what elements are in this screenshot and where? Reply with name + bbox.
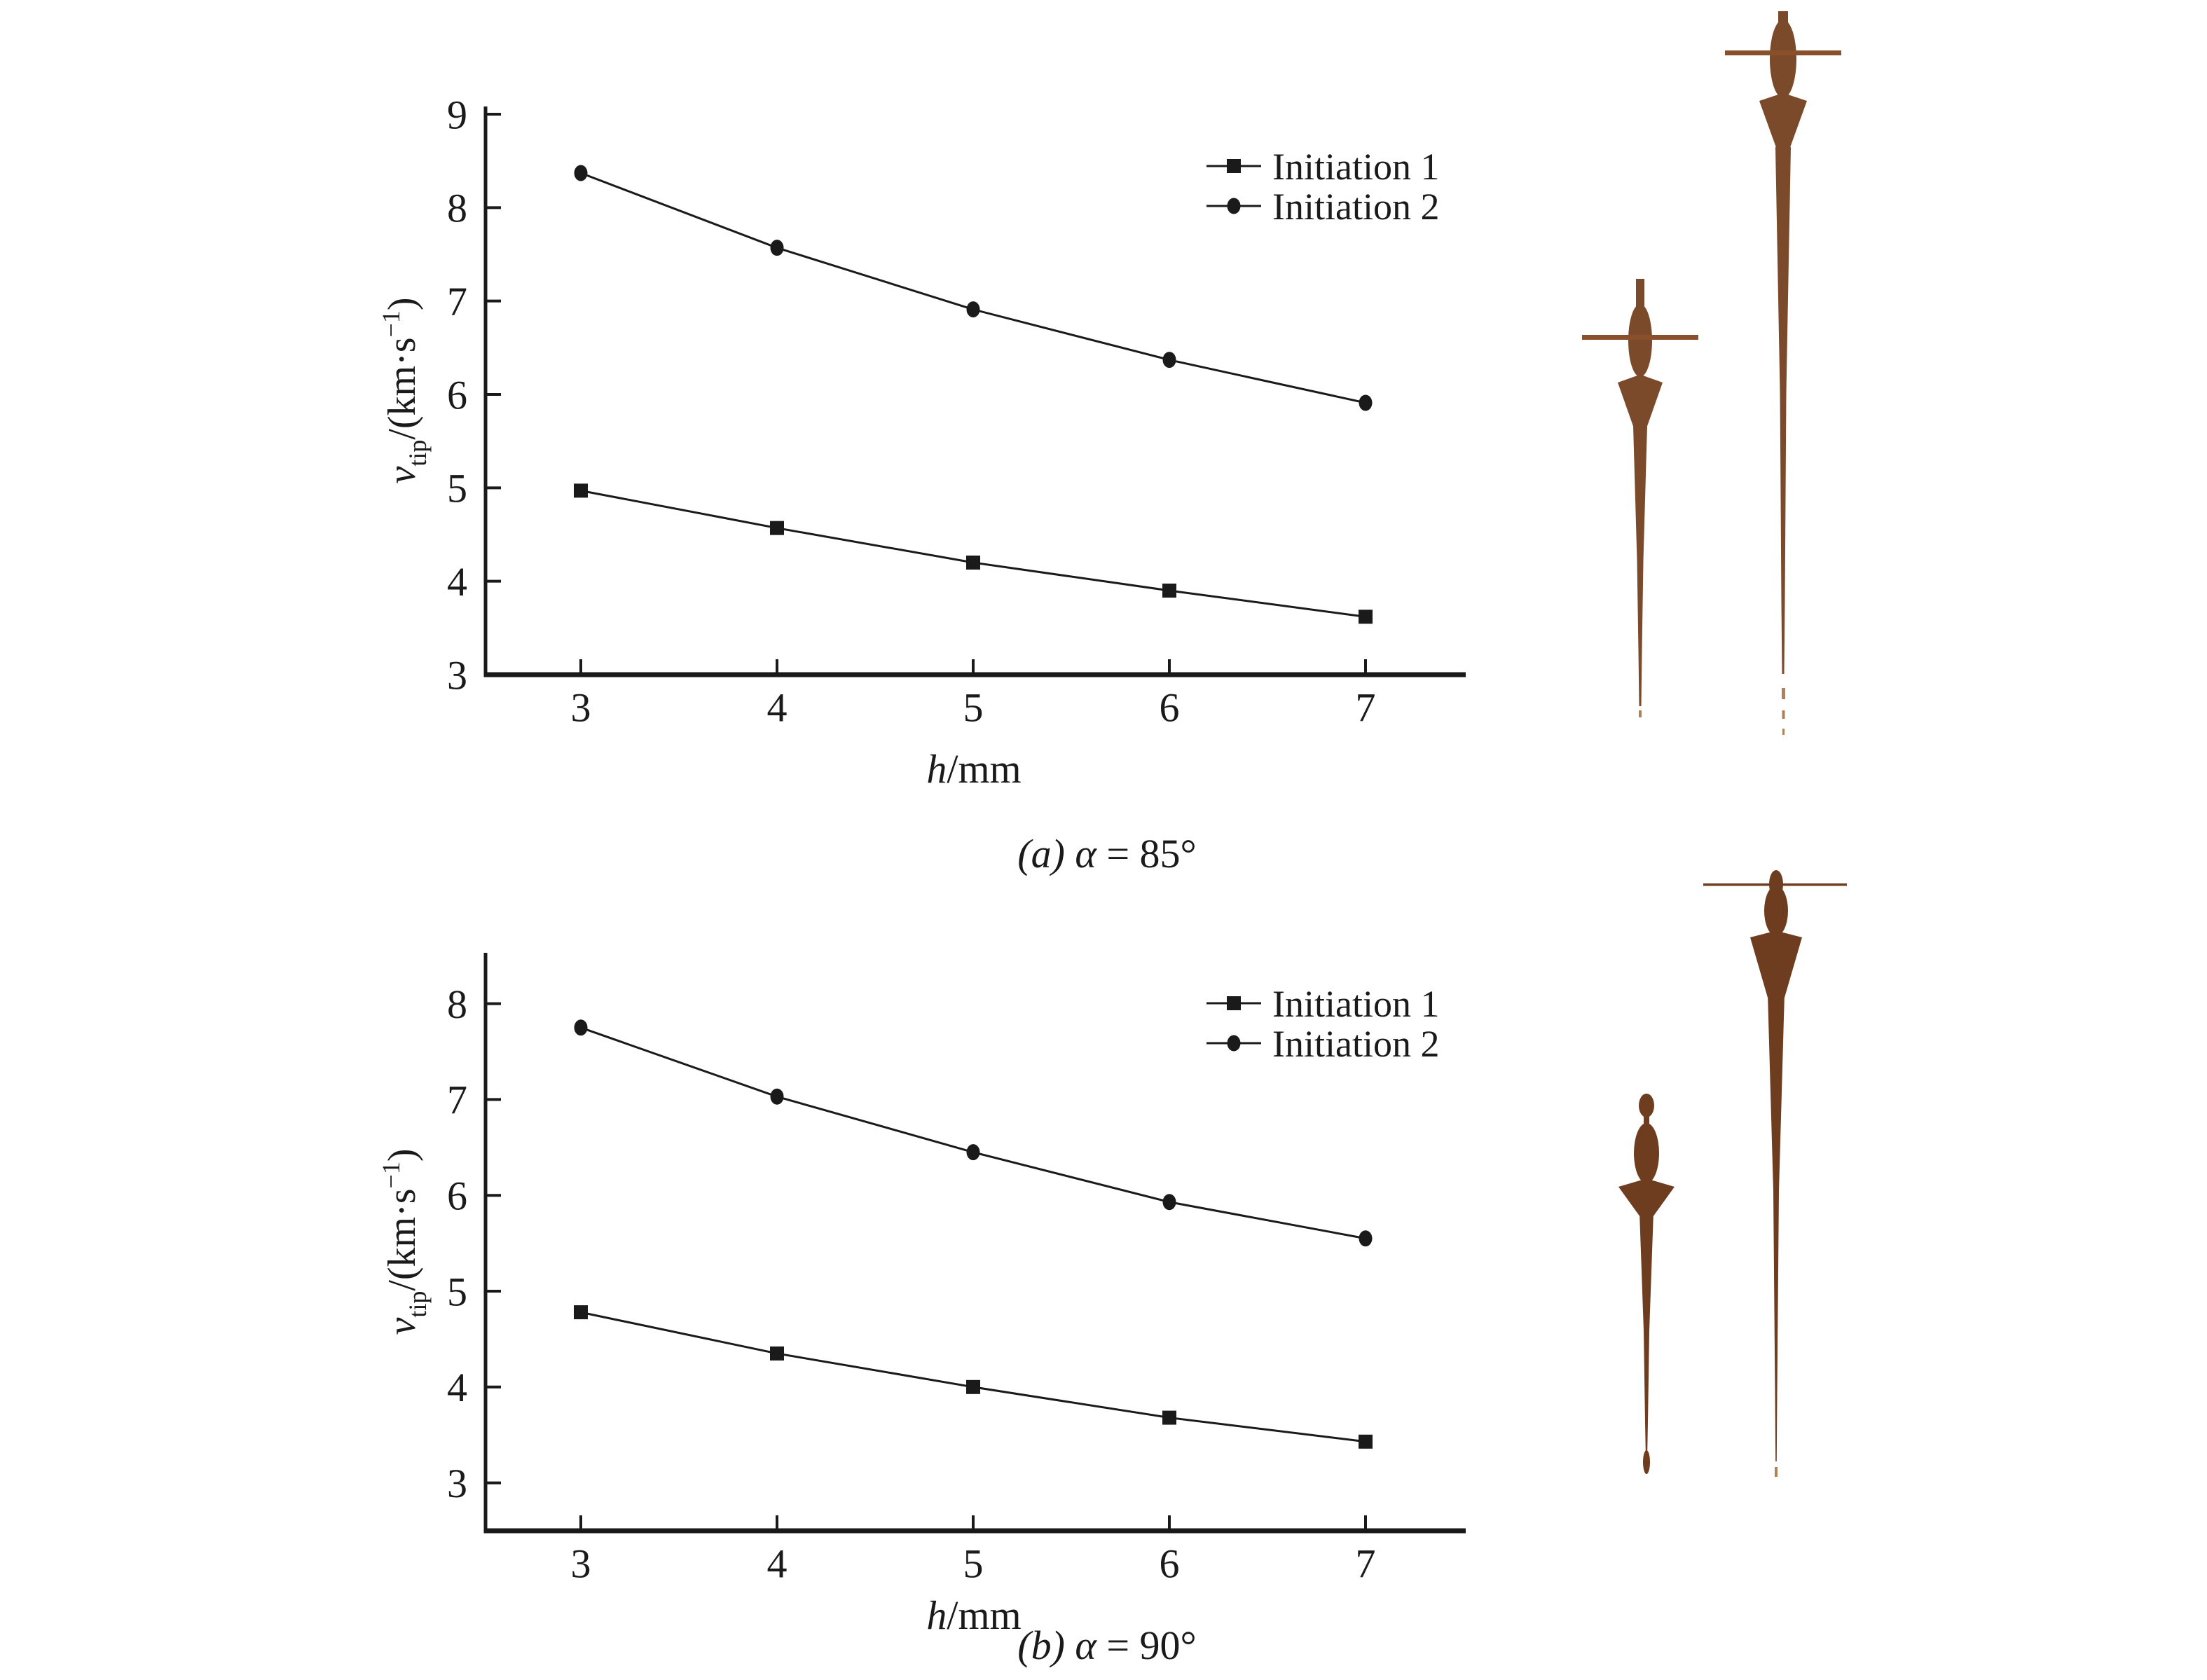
data-point-initiation-2 (966, 1144, 980, 1161)
series-line-initiation-1 (580, 1311, 1366, 1443)
jet-a-left-bulge (1628, 304, 1652, 377)
x-tick-label: 6 (1160, 684, 1180, 730)
y-axis-title: vtip/(km·s−1) (377, 297, 432, 483)
data-point-initiation-2 (1359, 1230, 1373, 1247)
legend-marker-initiation-2 (1227, 1035, 1241, 1052)
data-point-initiation-1 (1359, 610, 1373, 624)
x-tick-label: 7 (1356, 684, 1376, 730)
y-tick-label: 4 (447, 1365, 467, 1410)
data-point-initiation-2 (574, 165, 588, 181)
legend-label-initiation-1: Initiation 1 (1272, 983, 1439, 1025)
data-point-initiation-1 (966, 1379, 980, 1394)
x-tick-label: 6 (1160, 1541, 1180, 1586)
jet-b-right-bulge (1764, 886, 1788, 936)
y-tick-label: 3 (447, 652, 467, 698)
data-point-initiation-1 (1162, 584, 1176, 598)
series-line-initiation-2 (580, 1026, 1366, 1240)
y-tick-label: 8 (447, 186, 467, 231)
chart-caption: (a) α = 85° (1017, 831, 1197, 876)
x-tick-label: 3 (571, 684, 591, 730)
y-tick-label: 6 (447, 1173, 467, 1219)
jet-b-right-tail (1768, 993, 1785, 1461)
legend-label-initiation-2: Initiation 2 (1272, 1023, 1439, 1065)
y-axis-title: vtip/(km·s−1) (377, 1148, 432, 1335)
jet-a-left-tail-fragment (1639, 710, 1642, 717)
jet-b-right-image (1703, 870, 1847, 1477)
jet-b-left-bulge (1634, 1123, 1659, 1183)
data-point-initiation-1 (966, 556, 980, 570)
x-tick-label: 4 (767, 1541, 788, 1586)
jet-b-left-tail (1639, 1212, 1653, 1452)
data-point-initiation-1 (770, 1346, 784, 1361)
x-tick-label: 5 (963, 684, 984, 730)
jet-a-right-tail (1775, 147, 1791, 674)
data-point-initiation-1 (574, 1305, 588, 1320)
series-line-initiation-2 (580, 172, 1366, 404)
jet-b-right-tail-fragment (1775, 1467, 1778, 1477)
jet-a-right-bulge (1770, 20, 1796, 98)
jet-b-left-tail-blob (1643, 1450, 1650, 1474)
y-tick-label: 9 (447, 92, 467, 137)
jet-b-left-arrowhead (1618, 1180, 1675, 1217)
jet-b-left-image (1618, 1094, 1675, 1474)
jet-b-right-crossbar (1703, 883, 1847, 886)
jet-b-left-neck (1644, 1113, 1649, 1127)
legend-label-initiation-2: Initiation 2 (1272, 186, 1439, 228)
jet-a-right-arrowhead (1759, 94, 1807, 151)
x-tick-label: 3 (571, 1541, 591, 1586)
y-tick-label: 7 (447, 279, 467, 324)
legend-marker-initiation-1 (1227, 996, 1241, 1010)
data-point-initiation-1 (574, 483, 588, 498)
data-point-initiation-2 (1162, 352, 1176, 369)
jet-a-right-tail-fragment (1782, 688, 1785, 699)
x-axis-title: h/mm (926, 746, 1021, 792)
series-line-initiation-1 (580, 489, 1366, 618)
y-tick-label: 6 (447, 372, 467, 418)
legend-label-initiation-1: Initiation 1 (1272, 146, 1439, 188)
data-point-initiation-2 (1359, 394, 1373, 411)
data-point-initiation-2 (574, 1019, 588, 1036)
chart-caption: (b) α = 90° (1017, 1623, 1197, 1668)
jet-a-left-tail (1633, 426, 1647, 706)
jet-a-right-crossbar (1725, 50, 1841, 55)
data-point-initiation-2 (770, 240, 784, 256)
x-tick-label: 7 (1356, 1541, 1376, 1586)
jet-a-right-tail-fragment (1782, 729, 1785, 735)
jet-a-left-arrowhead (1618, 376, 1663, 430)
x-tick-label: 4 (767, 684, 788, 730)
y-tick-label: 4 (447, 559, 467, 605)
x-axis-title: h/mm (926, 1592, 1021, 1638)
data-point-initiation-1 (1162, 1410, 1176, 1425)
legend-marker-initiation-1 (1227, 159, 1241, 173)
y-tick-label: 7 (447, 1077, 467, 1123)
y-tick-label: 5 (447, 1269, 467, 1314)
jet-a-left-tip-shaft (1636, 279, 1644, 312)
data-point-initiation-1 (770, 521, 784, 535)
data-point-initiation-2 (770, 1088, 784, 1105)
jet-a-left-crossbar (1582, 335, 1698, 340)
legend-marker-initiation-2 (1227, 198, 1241, 214)
jet-b-right-arrowhead (1750, 932, 1802, 998)
data-point-initiation-1 (1359, 1434, 1373, 1449)
y-tick-label: 5 (447, 466, 467, 511)
y-tick-label: 8 (447, 982, 467, 1027)
x-tick-label: 5 (963, 1541, 984, 1586)
jet-a-left-image (1582, 279, 1698, 717)
data-point-initiation-2 (1162, 1194, 1176, 1211)
data-point-initiation-2 (966, 301, 980, 318)
y-tick-label: 3 (447, 1461, 467, 1506)
jet-b-left-knob (1639, 1094, 1654, 1117)
jet-a-right-tail-fragment (1782, 710, 1785, 719)
jet-a-right-image (1725, 11, 1841, 735)
